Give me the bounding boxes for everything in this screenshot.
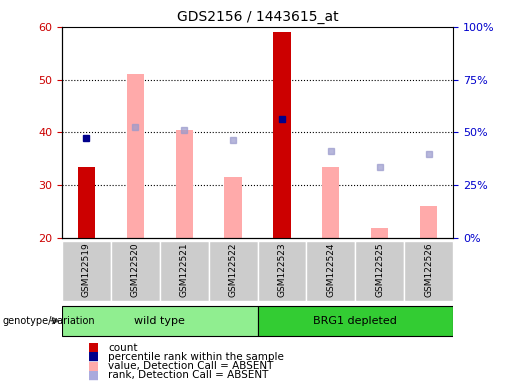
FancyBboxPatch shape bbox=[258, 241, 306, 301]
Title: GDS2156 / 1443615_at: GDS2156 / 1443615_at bbox=[177, 10, 338, 25]
FancyBboxPatch shape bbox=[258, 306, 453, 336]
FancyBboxPatch shape bbox=[209, 241, 258, 301]
FancyBboxPatch shape bbox=[62, 306, 258, 336]
Text: GSM122521: GSM122521 bbox=[180, 242, 188, 297]
FancyBboxPatch shape bbox=[404, 241, 453, 301]
Text: ■: ■ bbox=[88, 359, 99, 372]
Text: GSM122526: GSM122526 bbox=[424, 242, 433, 297]
Text: GSM122524: GSM122524 bbox=[327, 242, 335, 297]
Text: ■: ■ bbox=[88, 369, 99, 382]
Bar bbox=[420, 207, 437, 238]
Text: genotype/variation: genotype/variation bbox=[3, 316, 95, 326]
Text: GSM122523: GSM122523 bbox=[278, 242, 286, 297]
Bar bbox=[273, 32, 290, 238]
Text: GSM122525: GSM122525 bbox=[375, 242, 384, 297]
Text: GSM122519: GSM122519 bbox=[82, 242, 91, 297]
Text: count: count bbox=[108, 343, 138, 353]
Text: wild type: wild type bbox=[134, 316, 185, 326]
FancyBboxPatch shape bbox=[160, 241, 209, 301]
Text: percentile rank within the sample: percentile rank within the sample bbox=[108, 352, 284, 362]
Text: GSM122522: GSM122522 bbox=[229, 242, 237, 297]
Text: ■: ■ bbox=[88, 341, 99, 354]
Bar bbox=[78, 167, 95, 238]
Bar bbox=[176, 130, 193, 238]
Text: ■: ■ bbox=[88, 350, 99, 363]
Bar bbox=[225, 177, 242, 238]
Text: rank, Detection Call = ABSENT: rank, Detection Call = ABSENT bbox=[108, 370, 268, 380]
FancyBboxPatch shape bbox=[62, 241, 111, 301]
FancyBboxPatch shape bbox=[111, 241, 160, 301]
Text: BRG1 depleted: BRG1 depleted bbox=[314, 316, 397, 326]
Text: value, Detection Call = ABSENT: value, Detection Call = ABSENT bbox=[108, 361, 273, 371]
FancyBboxPatch shape bbox=[355, 241, 404, 301]
Bar bbox=[322, 167, 339, 238]
Bar bbox=[127, 74, 144, 238]
FancyBboxPatch shape bbox=[306, 241, 355, 301]
Bar bbox=[371, 227, 388, 238]
Text: GSM122520: GSM122520 bbox=[131, 242, 140, 297]
